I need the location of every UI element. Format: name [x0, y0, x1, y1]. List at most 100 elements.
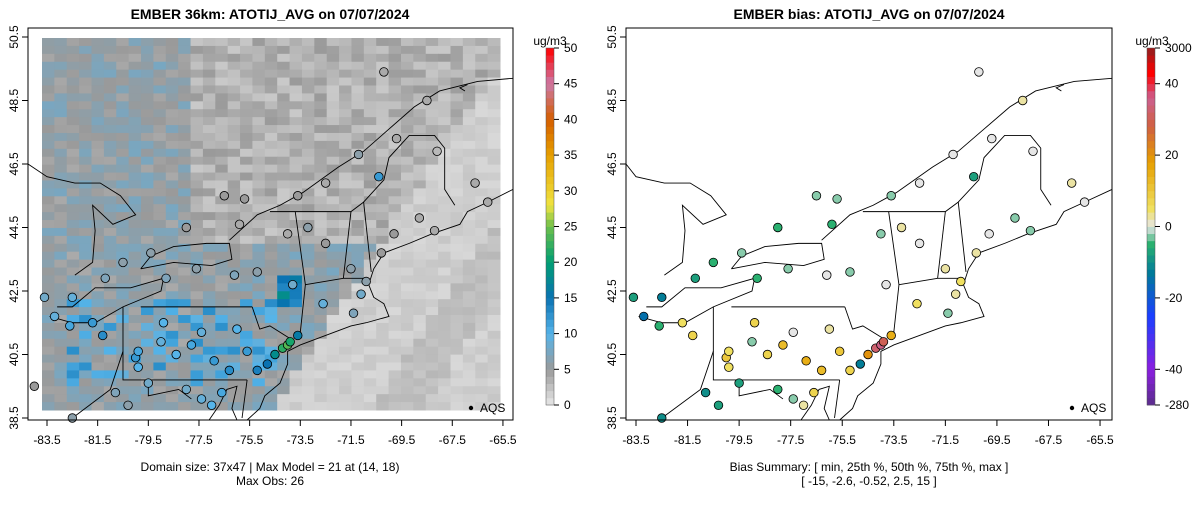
grid-cell	[400, 69, 414, 79]
bias-site-point	[688, 330, 698, 341]
grid-cell	[178, 172, 192, 181]
grid-cell	[462, 267, 476, 276]
grid-cell	[141, 38, 154, 47]
grid-cell	[178, 402, 192, 411]
grid-cell	[116, 69, 130, 79]
grid-cell	[438, 330, 451, 340]
grid-cell	[400, 93, 414, 102]
grid-cell	[487, 291, 501, 300]
left-plot-frame	[27, 27, 514, 421]
grid-cell	[363, 93, 377, 102]
colorbar-segment	[546, 319, 554, 327]
grid-cell	[141, 394, 154, 403]
grid-cell	[215, 227, 229, 237]
grid-cell	[314, 156, 328, 166]
grid-cell	[54, 164, 68, 174]
grid-cell	[462, 330, 476, 340]
grid-cell	[326, 38, 340, 47]
obs-site-point	[348, 308, 359, 318]
colorbar-segment	[1147, 83, 1155, 92]
grid-cell	[66, 330, 80, 340]
obs-site-point	[346, 264, 356, 274]
boundary-line	[862, 201, 967, 272]
bias-site-point	[876, 229, 886, 239]
grid-cell	[277, 243, 291, 253]
grid-cell	[351, 212, 365, 221]
grid-cell	[215, 38, 229, 47]
bias-site-point	[914, 178, 925, 188]
grid-cell	[141, 93, 154, 102]
grid-cell	[165, 267, 179, 276]
grid-cell	[141, 172, 154, 181]
colorbar-segment	[546, 90, 554, 99]
grid-cell	[215, 354, 229, 364]
grid-cell	[339, 45, 352, 55]
grid-cell	[215, 180, 229, 189]
grid-cell	[190, 77, 204, 86]
grid-cell	[326, 140, 340, 150]
colorbar-segment	[546, 247, 554, 256]
grid-cell	[103, 148, 117, 158]
grid-cell	[351, 235, 365, 245]
grid-cell	[79, 220, 93, 229]
grid-cell	[264, 101, 278, 110]
grid-cell	[103, 61, 117, 71]
grid-cell	[277, 172, 291, 181]
y-tick-label: 44.5	[605, 215, 619, 239]
grid-cell	[190, 180, 204, 189]
grid-cell	[42, 180, 55, 189]
grid-cell	[165, 117, 179, 126]
grid-cell	[450, 299, 464, 308]
grid-cell	[351, 61, 365, 71]
grid-cell	[103, 346, 117, 356]
grid-cell	[388, 101, 402, 110]
colorbar-segment	[546, 140, 554, 149]
grid-cell	[116, 180, 130, 189]
grid-cell	[400, 212, 414, 221]
boundary-line	[208, 385, 238, 421]
grid-cell	[141, 386, 154, 395]
grid-cell	[277, 220, 291, 229]
bias-site-point	[724, 362, 734, 372]
grid-cell	[400, 140, 414, 150]
grid-cell	[190, 140, 204, 150]
grid-cell	[363, 291, 377, 300]
grid-cell	[363, 330, 377, 340]
grid-cell	[42, 109, 55, 118]
grid-cell	[339, 354, 352, 364]
colorbar-segment	[546, 205, 554, 213]
grid-cell	[487, 243, 501, 253]
grid-cell	[376, 338, 390, 348]
grid-cell	[178, 299, 192, 308]
grid-cell	[66, 299, 80, 308]
grid-cell	[388, 164, 402, 174]
grid-cell	[103, 188, 117, 197]
grid-cell	[277, 267, 291, 276]
obs-site-point	[318, 299, 328, 309]
y-tick-label: 40.5	[7, 342, 21, 366]
grid-cell	[301, 267, 315, 276]
grid-cell	[153, 259, 167, 269]
grid-cell	[475, 243, 489, 253]
grid-cell	[289, 101, 303, 110]
grid-cell	[165, 140, 179, 150]
grid-cell	[425, 330, 439, 340]
grid-cell	[103, 362, 117, 371]
y-tick-label: 46.5	[7, 152, 21, 176]
grid-cell	[116, 140, 130, 150]
grid-cell	[413, 188, 427, 197]
bias-site-point	[752, 273, 762, 284]
grid-cell	[66, 275, 80, 284]
grid-cell	[475, 77, 489, 86]
grid-cell	[363, 77, 377, 86]
grid-cell	[215, 370, 229, 379]
grid-cell	[215, 220, 229, 229]
colorbar-segment	[546, 119, 554, 127]
grid-cell	[54, 212, 68, 221]
grid-cell	[388, 125, 402, 134]
grid-cell	[450, 204, 464, 213]
grid-cell	[314, 53, 328, 63]
grid-cell	[54, 38, 68, 47]
grid-cell	[450, 267, 464, 276]
grid-cell	[301, 283, 315, 292]
